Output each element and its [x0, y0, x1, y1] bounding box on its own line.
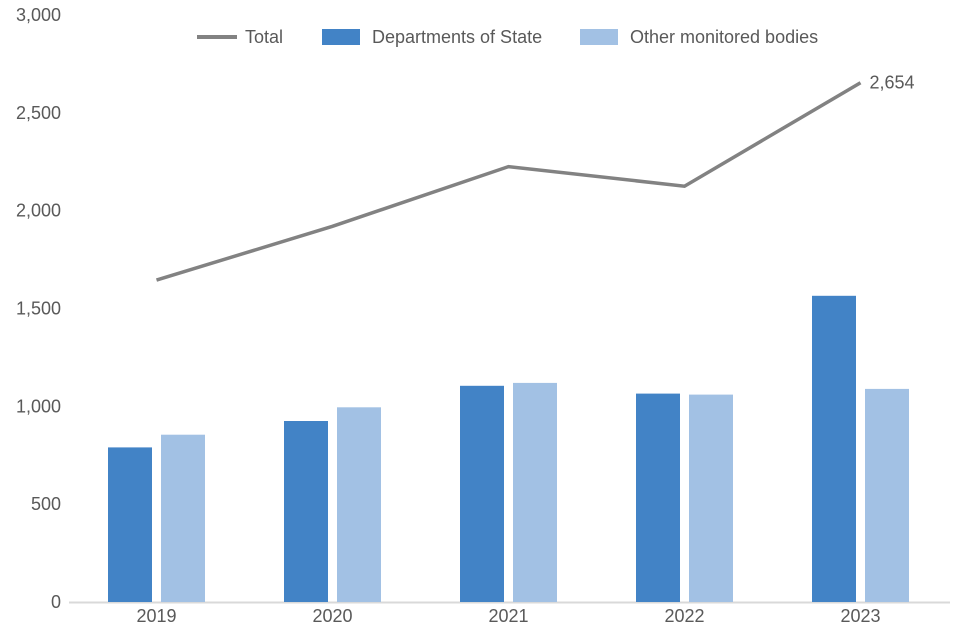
total-data-label: 2,654	[870, 73, 915, 93]
x-axis-tick-label: 2019	[136, 606, 176, 626]
x-axis-tick-label: 2020	[312, 606, 352, 626]
bar-departments-2020	[284, 421, 328, 602]
legend-label-departments: Departments of State	[372, 27, 543, 47]
bar-departments-2023	[812, 295, 856, 602]
y-axis-tick-label: 1,500	[16, 299, 61, 319]
y-axis-tick-label: 2,000	[16, 201, 61, 221]
y-axis-tick-label: 500	[31, 494, 61, 514]
legend-item-other-bodies: Other monitored bodies	[580, 27, 818, 47]
total-line	[155, 81, 862, 282]
x-axis-tick-label: 2022	[664, 606, 704, 626]
y-axis-tick-label: 0	[51, 592, 61, 612]
legend-item-total: Total	[197, 27, 283, 47]
y-axis-tick-label: 1,000	[16, 396, 61, 416]
legend-swatch-total-line	[197, 35, 237, 39]
legend-label-total: Total	[245, 27, 284, 47]
legend-swatch-other-bodies	[580, 29, 618, 45]
legend-item-departments: Departments of State	[322, 27, 542, 47]
bar-other-bodies-2019	[161, 434, 205, 602]
bar-departments-2021	[460, 385, 504, 602]
legend-swatch-departments	[322, 29, 360, 45]
bar-departments-2019	[108, 447, 152, 602]
legend-label-other-bodies: Other monitored bodies	[630, 27, 819, 47]
x-axis-tick-label: 2023	[840, 606, 880, 626]
bar-other-bodies-2022	[689, 394, 733, 602]
y-axis-tick-label: 3,000	[16, 5, 61, 25]
bar-other-bodies-2023	[865, 388, 909, 602]
y-axis-tick-label: 2,500	[16, 103, 61, 123]
x-axis-tick-label: 2021	[488, 606, 528, 626]
legend: Total Departments of State Other monitor…	[0, 0, 960, 56]
bar-other-bodies-2020	[337, 407, 381, 602]
bar-departments-2022	[636, 393, 680, 602]
bar-other-bodies-2021	[513, 382, 557, 602]
